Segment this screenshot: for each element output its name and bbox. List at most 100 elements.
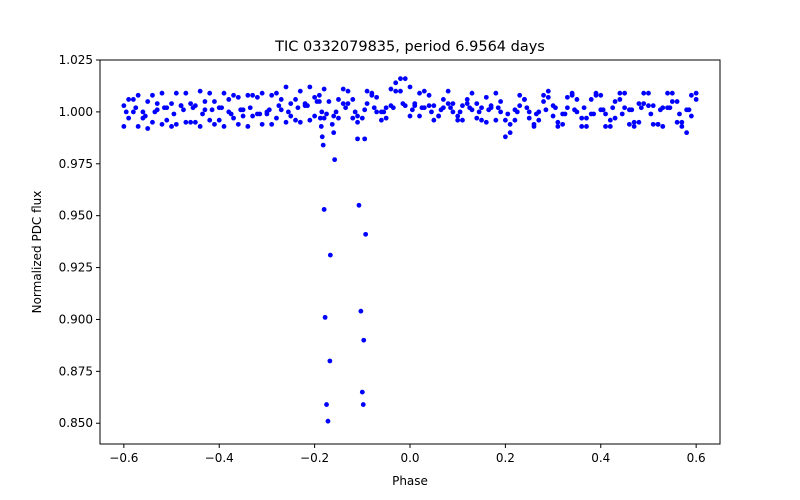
data-point xyxy=(474,101,480,106)
data-point xyxy=(569,90,575,96)
data-point xyxy=(278,107,284,113)
data-point xyxy=(502,117,508,123)
data-point xyxy=(476,109,482,115)
data-point xyxy=(359,115,365,121)
chart-title: TIC 0332079835, period 6.9564 days xyxy=(274,39,545,55)
data-point xyxy=(200,111,205,117)
x-tick-label: 0.0 xyxy=(400,451,419,465)
data-point xyxy=(259,90,265,96)
data-point xyxy=(274,90,279,96)
data-point xyxy=(192,119,198,125)
data-point xyxy=(677,111,682,117)
data-point xyxy=(526,109,532,115)
data-point xyxy=(126,115,132,121)
data-point xyxy=(460,117,465,123)
data-point xyxy=(455,113,461,119)
data-point xyxy=(369,92,375,98)
data-point xyxy=(381,109,387,115)
data-point xyxy=(358,308,364,314)
data-point xyxy=(238,107,244,113)
data-point xyxy=(329,121,335,127)
data-point xyxy=(355,113,360,119)
data-point xyxy=(333,109,339,115)
data-point xyxy=(231,92,236,98)
data-point xyxy=(169,101,174,106)
data-point xyxy=(178,103,184,109)
data-point xyxy=(283,84,289,90)
data-point xyxy=(171,111,177,117)
data-point xyxy=(641,90,647,96)
data-point xyxy=(355,136,360,142)
data-point xyxy=(407,113,413,119)
data-point xyxy=(362,136,368,142)
data-point xyxy=(314,99,320,104)
y-tick-label: 0.875 xyxy=(59,364,93,378)
data-point xyxy=(431,117,437,123)
data-point xyxy=(390,105,396,111)
data-point xyxy=(250,92,256,98)
data-point xyxy=(469,90,475,96)
data-point xyxy=(216,117,222,123)
data-point xyxy=(622,105,628,111)
data-point xyxy=(631,119,637,125)
data-point xyxy=(517,92,523,98)
data-point xyxy=(336,97,341,102)
data-point xyxy=(324,111,329,117)
data-point xyxy=(159,121,165,127)
data-point xyxy=(321,115,327,121)
data-point xyxy=(564,94,570,100)
data-point xyxy=(209,107,215,113)
data-point xyxy=(152,109,158,115)
data-point xyxy=(293,97,298,102)
data-point xyxy=(636,119,642,125)
data-point xyxy=(457,109,463,115)
data-point xyxy=(245,124,251,129)
data-point xyxy=(579,115,585,121)
data-point xyxy=(545,88,551,94)
data-point xyxy=(607,117,613,123)
data-point xyxy=(257,111,263,117)
y-tick-label: 0.925 xyxy=(59,261,93,275)
y-tick-label: 0.975 xyxy=(59,157,93,171)
data-point xyxy=(679,124,685,129)
data-point xyxy=(345,88,351,94)
data-point xyxy=(607,124,613,129)
data-point xyxy=(660,124,666,129)
data-point xyxy=(584,115,589,121)
data-point xyxy=(407,84,413,90)
data-point xyxy=(325,418,331,424)
data-point xyxy=(188,101,194,106)
data-point xyxy=(181,107,186,113)
data-points xyxy=(121,76,699,424)
data-point xyxy=(421,88,427,94)
data-point xyxy=(307,84,313,90)
data-point xyxy=(374,109,380,115)
data-point xyxy=(684,130,690,136)
data-point xyxy=(622,90,628,96)
data-point xyxy=(378,117,384,123)
data-point xyxy=(400,101,406,106)
data-point xyxy=(276,103,282,109)
data-point xyxy=(331,130,337,136)
data-point xyxy=(467,105,473,111)
data-point xyxy=(464,101,470,106)
data-point xyxy=(173,121,179,127)
data-point xyxy=(285,109,291,115)
data-point xyxy=(536,117,542,123)
data-point xyxy=(350,97,356,102)
data-point xyxy=(135,124,141,129)
data-point xyxy=(235,121,241,127)
data-point xyxy=(486,107,492,113)
data-point xyxy=(688,92,694,98)
data-point xyxy=(581,105,587,111)
data-point xyxy=(145,126,151,131)
data-point xyxy=(617,90,623,96)
data-point xyxy=(345,101,351,106)
data-point xyxy=(417,113,422,119)
data-point xyxy=(336,115,341,121)
data-point xyxy=(293,117,298,123)
data-point xyxy=(579,124,585,129)
data-point xyxy=(667,105,673,111)
